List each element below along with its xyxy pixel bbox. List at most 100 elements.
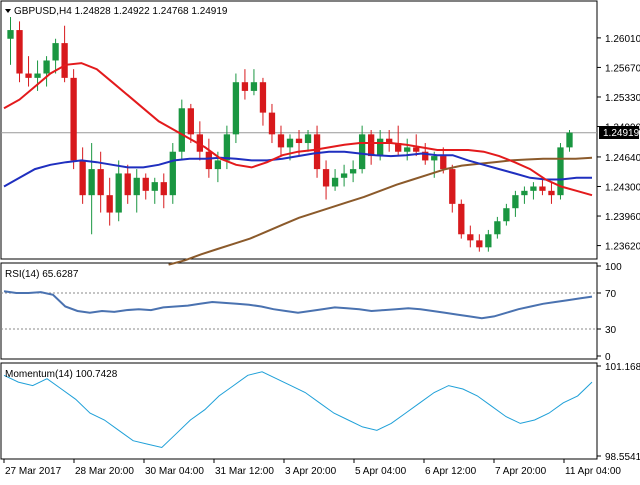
candle-body xyxy=(458,203,465,235)
price-axis-label: 1.23620 xyxy=(605,242,640,253)
candle-body xyxy=(377,138,384,157)
candle-body xyxy=(349,169,357,174)
candle-body xyxy=(331,177,339,187)
candle-body xyxy=(106,195,113,213)
candle-body xyxy=(286,138,294,148)
candle-body xyxy=(440,156,447,170)
candle-body xyxy=(295,138,303,144)
time-axis-label: 11 Apr 04:00 xyxy=(565,466,621,477)
price-layer xyxy=(1,17,597,266)
candle-body xyxy=(205,151,213,170)
candle-body xyxy=(548,190,555,196)
candle-body xyxy=(70,77,77,161)
candle-body xyxy=(431,156,438,161)
price-axis-label: 1.24640 xyxy=(605,153,640,164)
candle-body xyxy=(61,43,68,78)
candle-body xyxy=(88,169,95,196)
candle-body xyxy=(97,169,104,196)
candle-body xyxy=(386,138,393,144)
candle-body xyxy=(160,182,167,196)
candle-body xyxy=(521,190,528,196)
time-axis-label: 7 Apr 20:00 xyxy=(495,466,547,477)
candle-body xyxy=(241,82,249,91)
candle-body xyxy=(151,182,158,191)
candle-body xyxy=(250,82,258,91)
candle-body xyxy=(277,134,285,148)
price-axis-label: 1.24300 xyxy=(605,182,640,193)
collapse-triangle-icon[interactable] xyxy=(5,9,11,13)
moving-average-fast xyxy=(3,62,593,197)
candle-body xyxy=(340,173,348,178)
time-axis-label: 30 Mar 04:00 xyxy=(145,466,204,477)
rsi-axis-label: 30 xyxy=(605,325,617,336)
time-axis-label: 28 Mar 20:00 xyxy=(75,466,134,477)
candle-body xyxy=(214,160,222,170)
candle-body xyxy=(422,151,429,161)
candle-body xyxy=(232,82,240,135)
momentum-pane-title: Momentum(14) 100.7428 xyxy=(5,369,118,380)
candle-body xyxy=(169,151,176,196)
candle-body xyxy=(52,43,59,61)
candle-body xyxy=(485,234,492,248)
candle-body xyxy=(142,177,149,191)
candle-body xyxy=(16,30,23,74)
candle-body xyxy=(476,240,483,248)
current-price-label: 1.24919 xyxy=(603,128,640,139)
current-price-tag xyxy=(599,126,639,139)
moving-average-mid xyxy=(3,150,592,188)
rsi-layer xyxy=(1,290,597,330)
time-axis-label: 5 Apr 04:00 xyxy=(355,466,407,477)
momentum-pane-frame xyxy=(0,362,598,460)
candle-body xyxy=(530,186,537,191)
candle-body xyxy=(34,73,41,78)
rsi-line xyxy=(3,290,593,320)
candle-body xyxy=(566,132,573,148)
momentum-line xyxy=(3,371,593,449)
candle-body xyxy=(259,82,267,113)
candle-body xyxy=(43,60,50,74)
rsi-axis-label: 0 xyxy=(605,352,611,363)
candle-body xyxy=(404,147,411,152)
price-pane-title: GBPUSD,H4 1.24828 1.24922 1.24768 1.2491… xyxy=(14,6,228,17)
axis-layer: 1.260101.256701.253301.249901.246401.243… xyxy=(3,34,640,477)
candle-body xyxy=(467,234,474,241)
rsi-axis-label: 100 xyxy=(605,262,622,273)
candle-body xyxy=(322,169,330,187)
momentum-layer xyxy=(3,371,593,449)
candle-body xyxy=(196,134,203,152)
candle-body xyxy=(187,108,194,135)
candle-body xyxy=(223,134,231,161)
candle-body xyxy=(124,173,131,196)
candle-body xyxy=(133,177,140,196)
time-axis-label: 27 Mar 2017 xyxy=(5,466,62,477)
rsi-pane-title: RSI(14) 65.6287 xyxy=(5,269,79,280)
candle-body xyxy=(79,160,86,196)
candle-body xyxy=(178,108,185,152)
candle-body xyxy=(503,208,510,222)
candle-body xyxy=(413,147,420,152)
candle-body xyxy=(512,195,519,209)
price-axis-label: 1.26010 xyxy=(605,34,640,45)
rsi-axis-label: 70 xyxy=(605,289,617,300)
time-axis-label: 3 Apr 20:00 xyxy=(285,466,337,477)
time-axis-label: 6 Apr 12:00 xyxy=(425,466,477,477)
candle-body xyxy=(395,143,402,152)
rsi-pane-frame xyxy=(0,262,598,360)
momentum-axis-label: 98.5541 xyxy=(605,452,640,463)
candle-body xyxy=(367,134,375,157)
price-axis-label: 1.25670 xyxy=(605,63,640,74)
candle-body xyxy=(304,134,312,144)
candle-body xyxy=(25,73,32,78)
price-axis-label: 1.23960 xyxy=(605,212,640,223)
candle-body xyxy=(539,186,546,191)
candle-body xyxy=(358,134,366,170)
candle-body xyxy=(7,30,14,39)
price-axis-label: 1.25330 xyxy=(605,93,640,104)
candle-body xyxy=(449,169,456,204)
candle-body xyxy=(268,112,276,135)
candle-body xyxy=(494,221,501,235)
candle-body xyxy=(115,173,122,213)
